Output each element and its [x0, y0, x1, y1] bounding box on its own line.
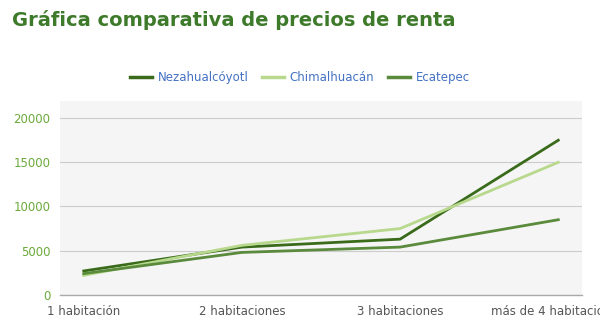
Legend: Nezahualcóyotl, Chimalhuacán, Ecatepec: Nezahualcóyotl, Chimalhuacán, Ecatepec [125, 66, 475, 89]
Text: Gráfica comparativa de precios de renta: Gráfica comparativa de precios de renta [12, 10, 455, 30]
